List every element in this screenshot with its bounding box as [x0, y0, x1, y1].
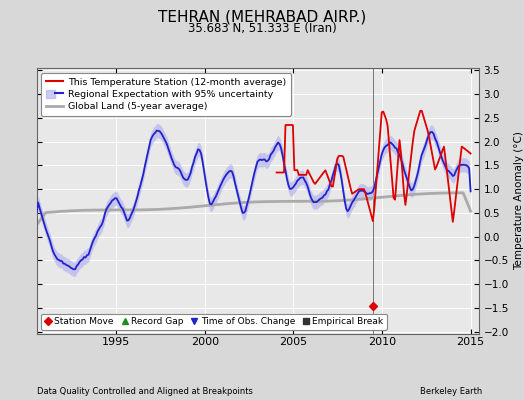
Text: Berkeley Earth: Berkeley Earth: [420, 387, 482, 396]
Text: TEHRAN (MEHRABAD AIRP.): TEHRAN (MEHRABAD AIRP.): [158, 10, 366, 25]
Y-axis label: Temperature Anomaly (°C): Temperature Anomaly (°C): [515, 132, 524, 270]
Text: 35.683 N, 51.333 E (Iran): 35.683 N, 51.333 E (Iran): [188, 22, 336, 35]
Text: Data Quality Controlled and Aligned at Breakpoints: Data Quality Controlled and Aligned at B…: [37, 387, 253, 396]
Legend: Station Move, Record Gap, Time of Obs. Change, Empirical Break: Station Move, Record Gap, Time of Obs. C…: [41, 314, 387, 330]
